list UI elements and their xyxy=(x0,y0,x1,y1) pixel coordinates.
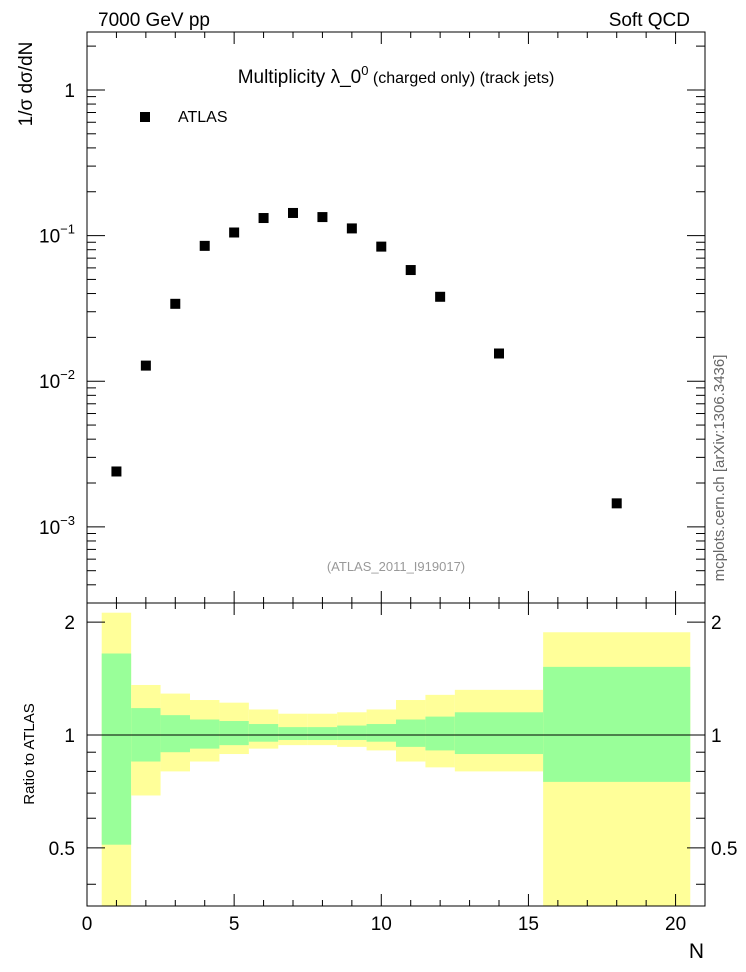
ratio-frame xyxy=(86,602,706,907)
data-point xyxy=(346,223,357,234)
ratio-y-tick-label: 2 xyxy=(64,613,75,634)
data-point xyxy=(405,265,416,276)
main-y-axis-label: 1/σ dσ/dN xyxy=(16,42,37,127)
data-points xyxy=(111,207,622,509)
ratio-band-green xyxy=(160,715,190,753)
x-tick-label: 20 xyxy=(665,914,686,935)
tick-exponent: −3 xyxy=(60,513,75,528)
ratio-band-green xyxy=(543,666,691,782)
ratio-band-green xyxy=(190,719,220,749)
ratio-band-green xyxy=(425,716,455,751)
tick-base: 10 xyxy=(39,227,60,248)
data-point xyxy=(376,241,387,252)
process-label: Soft QCD xyxy=(609,10,690,31)
x-tick-labels: 0 5 10 15 20 xyxy=(82,914,686,935)
data-point xyxy=(288,207,298,218)
analysis-label: (ATLAS_2011_I919017) xyxy=(327,559,465,574)
ratio-y-tick-label: 1 xyxy=(64,726,75,747)
ratio-band-green xyxy=(219,721,249,746)
data-point xyxy=(199,240,210,251)
ratio-band-green xyxy=(278,727,308,741)
main-y-tick-labels: 10−310−210−11 xyxy=(39,81,75,539)
x-tick-label: 15 xyxy=(518,914,539,935)
data-point xyxy=(435,291,446,302)
tick-base: 10 xyxy=(39,518,60,539)
ratio-y-tick-label-right: 0.5 xyxy=(711,839,737,860)
x-tick-label: 0 xyxy=(82,914,93,935)
ratio-axis-ticks xyxy=(86,603,706,906)
ratio-band-green xyxy=(307,727,338,741)
ratio-band-green xyxy=(101,653,132,845)
data-point xyxy=(140,360,151,371)
title-rest: (charged only) (track jets) xyxy=(368,70,554,87)
ratio-y-axis-label: Ratio to ATLAS xyxy=(21,703,38,804)
data-point xyxy=(258,213,269,224)
ratio-band-green xyxy=(366,724,396,742)
ratio-panel: 0.5 0.5 1 1 2 2 0 5 10 15 20 Ratio to ATLAS N xyxy=(21,602,738,963)
tick-exponent: −2 xyxy=(60,367,75,382)
ratio-band-green xyxy=(454,712,544,755)
main-y-tick-label: 10−2 xyxy=(39,367,75,393)
data-point xyxy=(170,298,181,309)
ratio-y-tick-label: 0.5 xyxy=(49,839,75,860)
x-tick-label: 10 xyxy=(371,914,392,935)
ratio-bands xyxy=(101,612,691,906)
ratio-y-tick-label-right: 1 xyxy=(711,726,722,747)
data-point xyxy=(111,466,122,477)
tick-base: 10 xyxy=(39,372,60,393)
x-tick-label: 5 xyxy=(229,914,240,935)
ratio-y-tick-label-right: 2 xyxy=(711,613,722,634)
legend-marker xyxy=(140,112,150,122)
data-point xyxy=(494,348,504,359)
main-axis-ticks xyxy=(86,32,706,604)
main-y-tick-label: 10−3 xyxy=(39,513,75,539)
main-panel: 10−310−210−11 Multiplicity λ_00 (charged… xyxy=(16,31,706,604)
ratio-band-green xyxy=(248,724,279,742)
source-label: mcplots.cern.ch [arXiv:1306.3436] xyxy=(711,355,728,582)
legend-label-atlas: ATLAS xyxy=(178,109,228,126)
tick-base: 1 xyxy=(64,81,75,102)
energy-label: 7000 GeV pp xyxy=(98,10,210,31)
x-axis-label: N xyxy=(689,940,704,963)
main-y-tick-label: 1 xyxy=(64,81,75,102)
title-main: Multiplicity λ_0 xyxy=(238,67,362,88)
data-point xyxy=(317,212,328,223)
data-point xyxy=(229,227,240,238)
data-point xyxy=(611,498,622,509)
tick-exponent: −1 xyxy=(60,222,75,237)
ratio-band-green xyxy=(396,719,426,747)
ratio-y-tick-labels: 0.5 0.5 1 1 2 2 xyxy=(49,613,738,860)
ratio-band-green xyxy=(337,725,367,741)
title-superscript: 0 xyxy=(361,63,368,78)
main-title: Multiplicity λ_00 (charged only) (track … xyxy=(238,63,555,88)
main-y-tick-label: 10−1 xyxy=(39,222,75,248)
